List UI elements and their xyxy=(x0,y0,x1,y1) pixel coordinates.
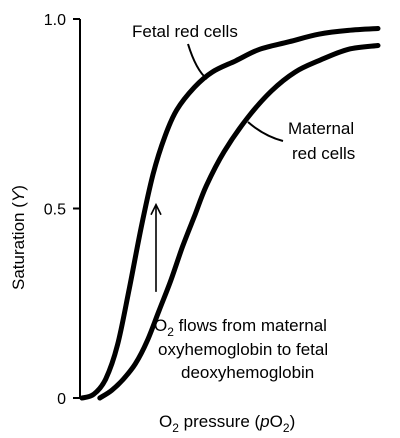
y-tick-label: 0.5 xyxy=(44,202,66,219)
maternal-label-leader xyxy=(247,121,284,142)
y-ticks: 0 0.5 1.0 xyxy=(44,12,80,408)
y-tick-label: 1.0 xyxy=(44,12,66,29)
fetal-label-leader xyxy=(187,43,208,80)
maternal-curve xyxy=(97,43,381,401)
fetal-label: Fetal red cells xyxy=(132,22,238,41)
fetal-curve xyxy=(79,26,381,401)
y-tick-label: 0 xyxy=(57,391,66,408)
maternal-label-line-2: red cells xyxy=(292,144,355,163)
maternal-label-line-1: Maternal xyxy=(288,119,354,138)
y-axis-title: Saturation (Y) xyxy=(9,185,28,290)
flow-annotation-line-2: oxyhemoglobin to fetal xyxy=(158,340,328,359)
oxygen-flow-arrowhead xyxy=(150,202,162,216)
flow-annotation-line-1: O2 flows from maternal xyxy=(154,316,327,339)
flow-annotation-line-3: deoxyhemoglobin xyxy=(181,363,314,382)
x-axis-title: O2 pressure (pO2) xyxy=(159,412,295,435)
